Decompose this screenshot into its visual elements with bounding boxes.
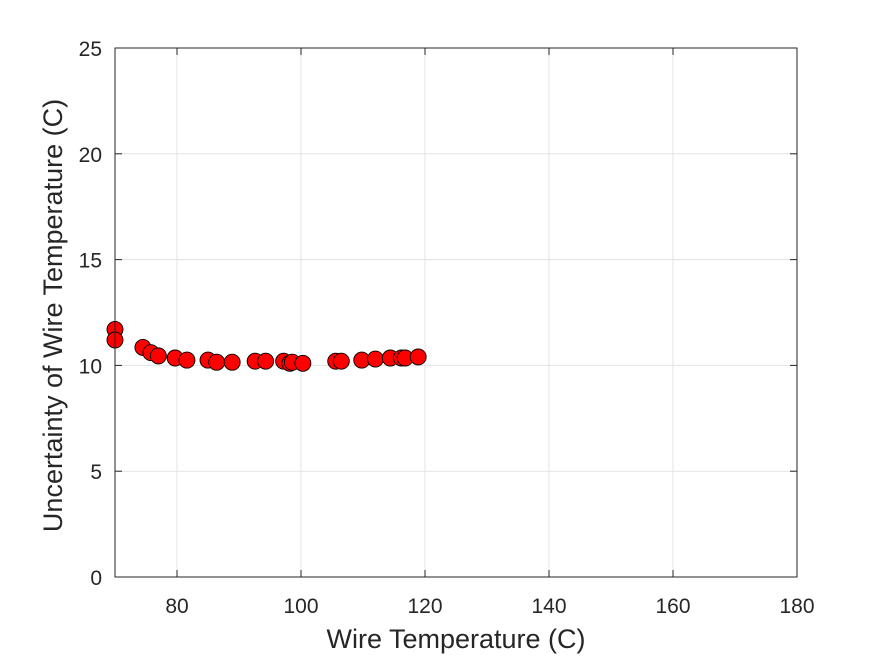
data-point [223, 353, 241, 371]
data-point [149, 347, 167, 365]
x-tick-label: 80 [165, 595, 188, 618]
grid [115, 47, 798, 578]
data-point [366, 350, 384, 368]
y-tick-label: 10 [79, 355, 102, 378]
x-tick-label: 180 [779, 595, 814, 618]
axes-frame [114, 47, 798, 578]
data-point [409, 348, 427, 366]
axis-ticks: 80 100 120 140 160 180 0 5 10 15 20 25 [79, 38, 815, 618]
y-tick-label: 20 [79, 144, 102, 167]
y-tick-label: 0 [90, 567, 102, 590]
y-tick-label: 5 [90, 461, 102, 484]
data-point [257, 352, 275, 370]
data-point [208, 353, 226, 371]
x-tick-label: 160 [655, 595, 690, 618]
x-axis-title: Wire Temperature (C) [326, 624, 585, 654]
x-tick-label: 140 [531, 595, 566, 618]
x-tick-label: 120 [407, 595, 442, 618]
data-point [332, 352, 350, 370]
x-tick-label: 100 [283, 595, 318, 618]
data-point [294, 354, 312, 372]
data-point [178, 351, 196, 369]
y-axis-title: Uncertainty of Wire Temperature (C) [38, 99, 68, 532]
data-points [106, 320, 427, 372]
y-tick-label: 15 [79, 250, 102, 273]
y-tick-label: 25 [79, 38, 102, 61]
